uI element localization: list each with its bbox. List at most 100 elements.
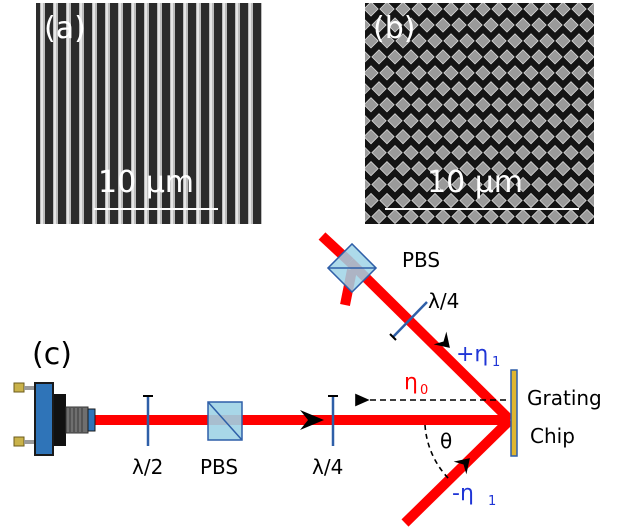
- grating-dot: [365, 208, 371, 224]
- grating-dot: [539, 129, 555, 145]
- grating-dot: [475, 97, 491, 113]
- grating-dot: [459, 192, 475, 209]
- grating-line-edge: [249, 3, 251, 224]
- grating-dot: [365, 97, 379, 113]
- qwp-top-label: λ/4: [428, 289, 459, 313]
- grating-chip: [510, 369, 518, 457]
- grating-line-edge: [93, 3, 95, 224]
- grating-dot: [571, 129, 587, 145]
- grating-dot: [539, 160, 555, 177]
- grating-dot: [563, 145, 579, 161]
- grating-dot: [475, 33, 491, 49]
- grating-dot: [531, 81, 547, 97]
- grating-dot: [563, 49, 579, 65]
- grating-dot: [459, 65, 475, 81]
- grating-dot: [483, 145, 499, 161]
- sem-panel-a: (a) 10 μm: [36, 3, 262, 224]
- grating-dot: [387, 49, 403, 65]
- grating-dot: [443, 3, 459, 17]
- grating-dot: [515, 113, 531, 129]
- grating-dot: [411, 160, 427, 177]
- grating-dot: [587, 129, 594, 145]
- grating-dot: [491, 160, 507, 177]
- grating-dot: [547, 113, 563, 129]
- scale-bar-b: [385, 208, 579, 210]
- grating-dot: [475, 129, 491, 145]
- grating-dot: [515, 81, 531, 97]
- grating-dot: [571, 160, 587, 177]
- half-wave-plate: [143, 395, 153, 446]
- grating-dot: [467, 145, 483, 161]
- grating-dot: [411, 129, 427, 145]
- grating-dot: [379, 65, 395, 81]
- grating-dot: [491, 65, 507, 81]
- grating-dot: [539, 33, 555, 49]
- grating-dot: [427, 129, 443, 145]
- grating-dot: [365, 145, 371, 161]
- grating-dot: [403, 81, 419, 97]
- grating-dot: [443, 129, 459, 145]
- quarter-wave-plate-bottom: [328, 395, 338, 446]
- grating-dot: [365, 3, 379, 17]
- grating-dot: [419, 113, 435, 129]
- grating-dot: [531, 113, 547, 129]
- grating-dot: [563, 113, 579, 129]
- grating-dot: [531, 145, 547, 161]
- grating-dot: [483, 113, 499, 129]
- grating-dot: [371, 113, 387, 129]
- eta-zero-label: η: [404, 370, 418, 395]
- grating-dot: [515, 17, 531, 33]
- grating-dot: [411, 3, 427, 17]
- grating-dot: [547, 176, 563, 193]
- grating-dot: [379, 129, 395, 145]
- grating-dot: [507, 97, 523, 113]
- grating-dot: [587, 160, 594, 177]
- grating-dot: [403, 113, 419, 129]
- grating-dot: [491, 192, 507, 209]
- grating-dot: [579, 145, 594, 161]
- grating-dot: [411, 192, 427, 209]
- grating-dot: [443, 192, 459, 209]
- grating-dot: [395, 129, 411, 145]
- grating-dot: [571, 3, 587, 17]
- grating-dot: [371, 17, 387, 33]
- grating-dot: [547, 49, 563, 65]
- grating-dot: [483, 176, 499, 193]
- panel-letter-a: (a): [44, 11, 86, 46]
- pbs-cube-top: [326, 242, 378, 294]
- grating-dot: [371, 49, 387, 65]
- grating-line-edge: [210, 3, 212, 224]
- scale-label-a: 10 μm: [98, 165, 195, 200]
- grating-dot: [387, 17, 403, 33]
- grating-dot: [523, 97, 539, 113]
- grating-dot: [499, 49, 515, 65]
- grating-dot: [523, 129, 539, 145]
- grating-dot: [365, 192, 379, 209]
- grating-dot: [499, 81, 515, 97]
- grating-dot: [587, 33, 594, 49]
- grating-dot: [459, 129, 475, 145]
- grating-dot: [507, 33, 523, 49]
- grating-dot: [411, 97, 427, 113]
- grating-dot: [499, 176, 515, 193]
- grating-dot: [515, 176, 531, 193]
- grating-dot: [419, 208, 435, 224]
- grating-dot: [483, 49, 499, 65]
- grating-dot: [579, 176, 594, 193]
- grating-dot: [435, 17, 451, 33]
- grating-dot: [539, 3, 555, 17]
- grating-dot: [563, 208, 579, 224]
- grating-dot: [365, 129, 379, 145]
- grating-dot: [371, 176, 387, 193]
- grating-dot: [451, 208, 467, 224]
- scale-label-b: 10 μm: [427, 165, 524, 200]
- grating-dot: [507, 129, 523, 145]
- grating-dot: [379, 192, 395, 209]
- grating-line-edge: [236, 3, 238, 224]
- grating-dot: [523, 160, 539, 177]
- grating-dot: [365, 33, 379, 49]
- angle-arc: [424, 424, 451, 481]
- grating-dot: [507, 65, 523, 81]
- grating-dot: [459, 3, 475, 17]
